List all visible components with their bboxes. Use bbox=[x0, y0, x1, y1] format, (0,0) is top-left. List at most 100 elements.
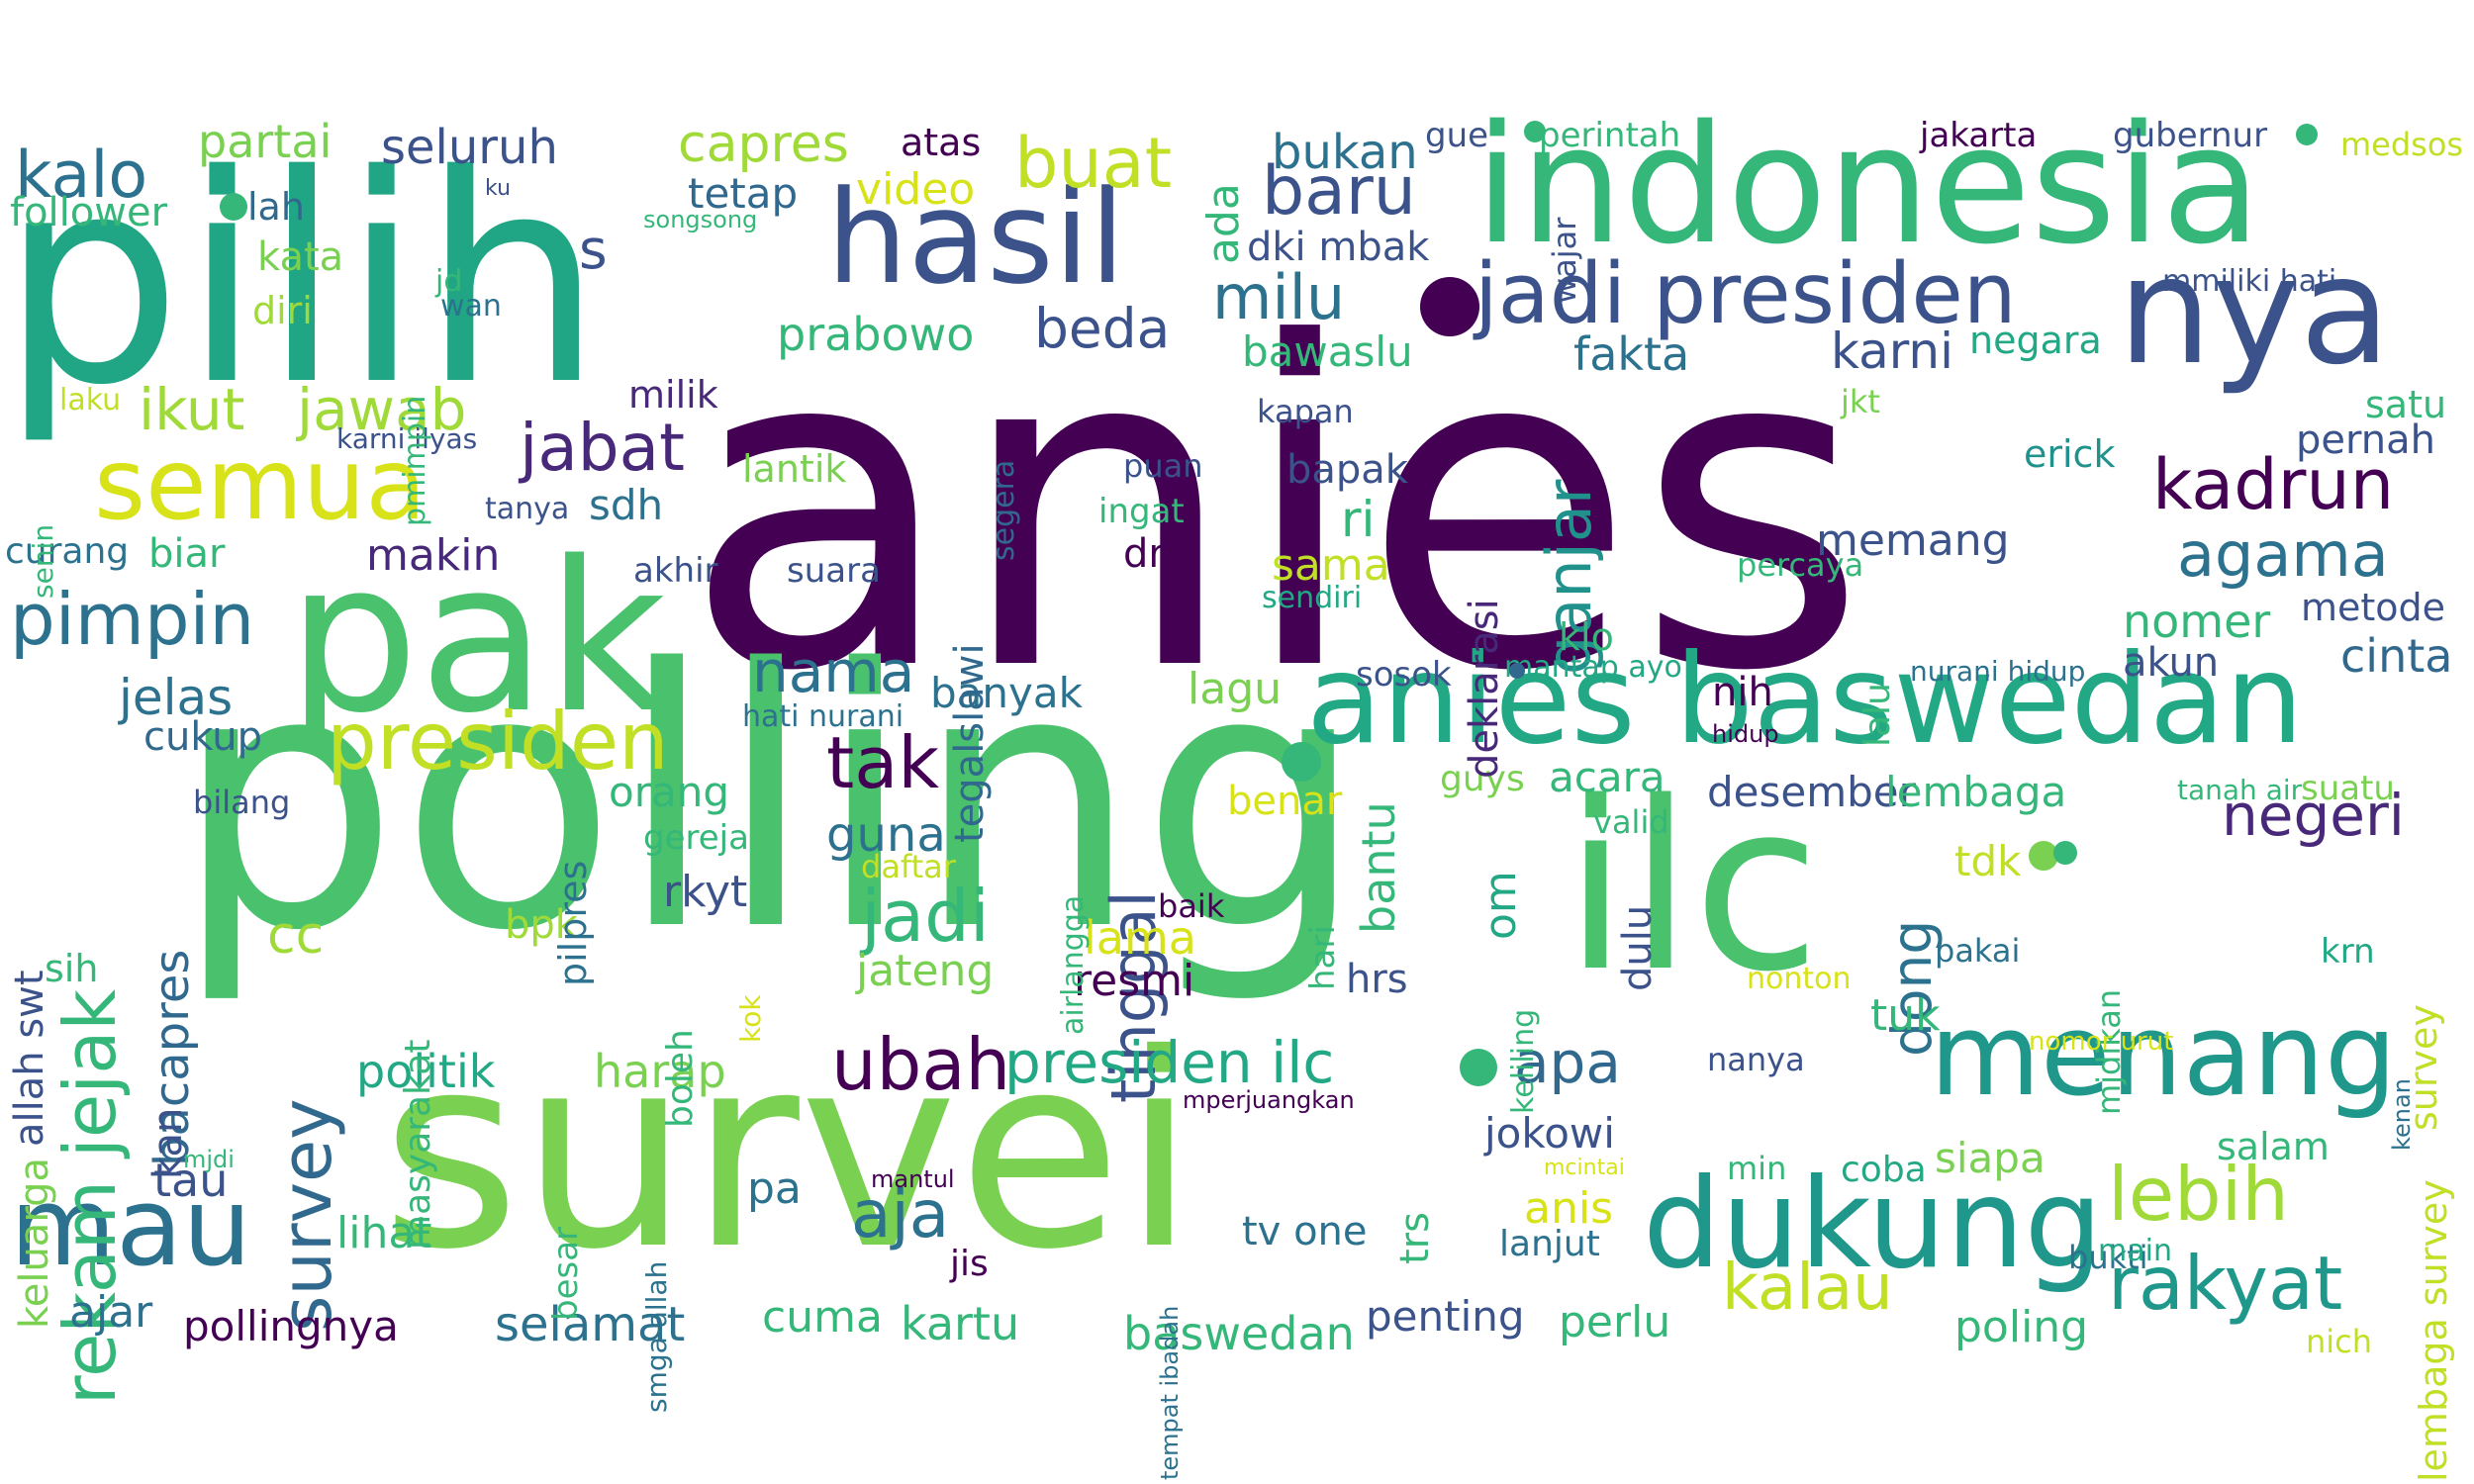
cloud-word: bapak bbox=[1286, 447, 1408, 493]
cloud-word: akun bbox=[2123, 640, 2220, 686]
cloud-word: mcintai bbox=[1544, 1156, 1625, 1180]
cloud-word: guys bbox=[1440, 759, 1525, 799]
cloud-word: nih bbox=[1712, 670, 1773, 715]
cloud-word: ajar bbox=[69, 1287, 153, 1338]
cloud-word: airlangga bbox=[1056, 894, 1091, 1035]
cloud-word: perintah bbox=[1539, 116, 1681, 155]
cloud-dot bbox=[220, 193, 247, 221]
cloud-word: tempat ibadah bbox=[1156, 1305, 1184, 1480]
cloud-word: lama bbox=[1084, 911, 1196, 965]
cloud-word: resmi bbox=[1074, 956, 1195, 1006]
cloud-word: lantik bbox=[742, 447, 847, 491]
cloud-word: masyarakat bbox=[398, 1039, 438, 1250]
cloud-word: tanya bbox=[485, 492, 570, 526]
cloud-word: milik bbox=[628, 373, 718, 417]
cloud-word: ikut bbox=[139, 376, 245, 443]
cloud-word: daftar bbox=[861, 848, 956, 885]
cloud-word: nya bbox=[2118, 226, 2391, 398]
cloud-word: tak bbox=[826, 721, 940, 804]
cloud-word: partai bbox=[198, 115, 333, 168]
cloud-word: s bbox=[579, 218, 608, 281]
cloud-word: sdh bbox=[589, 481, 664, 529]
cloud-word: cinta bbox=[2340, 629, 2453, 683]
cloud-word: lah bbox=[247, 185, 305, 229]
cloud-dot bbox=[1524, 121, 1546, 142]
cloud-word: wajar bbox=[1546, 217, 1583, 304]
cloud-word: nomor urut bbox=[2029, 1027, 2174, 1057]
cloud-word: hidup bbox=[1712, 720, 1779, 748]
cloud-word: sendiri bbox=[1262, 581, 1363, 615]
cloud-word: ingat bbox=[1098, 492, 1185, 531]
cloud-word: kok bbox=[734, 994, 767, 1043]
cloud-word: video bbox=[856, 164, 976, 215]
cloud-word: dki mbak bbox=[1247, 225, 1430, 270]
cloud-word: survei bbox=[381, 996, 1196, 1308]
cloud-word: lembaga survey bbox=[2412, 1179, 2455, 1482]
cloud-word: bpk bbox=[505, 902, 578, 948]
cloud-word: seluruh bbox=[381, 120, 558, 175]
cloud-word: keliling bbox=[1506, 1008, 1541, 1114]
cloud-word: jadi presiden bbox=[1475, 245, 2017, 343]
cloud-word: suatu bbox=[2301, 769, 2395, 808]
cloud-word: cc bbox=[267, 906, 325, 966]
cloud-word: trs bbox=[1392, 1212, 1438, 1264]
cloud-word: lalu bbox=[1857, 683, 1898, 747]
cloud-word: satu bbox=[2365, 383, 2447, 426]
cloud-word: desember bbox=[1707, 768, 1916, 816]
cloud-word: bantu bbox=[1352, 801, 1405, 934]
cloud-word: ilc bbox=[1564, 753, 1821, 1023]
cloud-word: tv one bbox=[1242, 1209, 1368, 1254]
cloud-word: cuma bbox=[762, 1292, 883, 1343]
cloud-word: atas bbox=[901, 121, 982, 164]
cloud-word: akhir bbox=[633, 551, 718, 591]
cloud-word: pollingnya bbox=[183, 1302, 399, 1350]
cloud-word: mperjuangkan bbox=[1183, 1086, 1355, 1114]
cloud-word: deklarasi bbox=[1462, 599, 1507, 779]
cloud-word: suara bbox=[787, 551, 881, 591]
cloud-word: capres bbox=[678, 115, 849, 174]
cloud-word: follower bbox=[10, 190, 168, 235]
cloud-word: kalo bbox=[15, 139, 148, 213]
cloud-word: siapa bbox=[1935, 1134, 2046, 1182]
cloud-word: allah swt bbox=[7, 970, 52, 1147]
cloud-word: kadrun bbox=[2152, 444, 2395, 525]
cloud-word: rkyt bbox=[663, 867, 748, 917]
cloud-word: politik bbox=[356, 1045, 496, 1098]
cloud-word: poling bbox=[1954, 1302, 2089, 1352]
cloud-word: penting bbox=[1366, 1292, 1525, 1341]
cloud-word: percaya bbox=[1737, 546, 1864, 584]
cloud-word: anis bbox=[1524, 1183, 1613, 1234]
cloud-word: karni ilyas bbox=[336, 422, 478, 455]
cloud-word: coba bbox=[1841, 1150, 1927, 1190]
cloud-word: lanjut bbox=[1499, 1224, 1600, 1264]
cloud-word: jokowi bbox=[1484, 1109, 1615, 1158]
cloud-word: dr bbox=[1123, 531, 1165, 577]
cloud-word: hrs bbox=[1346, 957, 1408, 1002]
cloud-word: apa bbox=[1514, 1029, 1621, 1096]
cloud-word: acara bbox=[1549, 753, 1665, 801]
cloud-word: presiden ilc bbox=[1004, 1029, 1335, 1096]
cloud-word: pilpres bbox=[551, 860, 595, 986]
cloud-word: jawab bbox=[297, 376, 467, 443]
cloud-word: hasil bbox=[826, 162, 1126, 313]
cloud-word: bilang bbox=[193, 784, 291, 821]
cloud-word: indonesia bbox=[1475, 90, 2262, 280]
cloud-word: dukung bbox=[1643, 1153, 2103, 1296]
cloud-word: cukup bbox=[143, 714, 263, 760]
cloud-word: wan bbox=[440, 289, 502, 324]
cloud-word: songsong bbox=[643, 206, 758, 233]
cloud-word: kalau bbox=[1722, 1252, 1893, 1325]
cloud-word: pmimpin bbox=[398, 395, 432, 526]
cloud-word: nanya bbox=[1707, 1041, 1805, 1078]
cloud-word: smga allah bbox=[640, 1260, 673, 1413]
cloud-word: negara bbox=[1969, 319, 2102, 362]
cloud-word: lihat bbox=[336, 1208, 432, 1258]
cloud-word: jd bbox=[435, 264, 463, 299]
cloud-word: nurani hidup bbox=[1910, 655, 2086, 688]
cloud-word: survey bbox=[266, 1098, 347, 1332]
cloud-word: lagu bbox=[1188, 664, 1283, 714]
cloud-word: baik bbox=[1158, 887, 1225, 925]
cloud-word: jkt bbox=[1841, 383, 1880, 420]
cloud-word: memang bbox=[1816, 515, 2010, 566]
cloud-word: boleh bbox=[660, 1029, 701, 1128]
